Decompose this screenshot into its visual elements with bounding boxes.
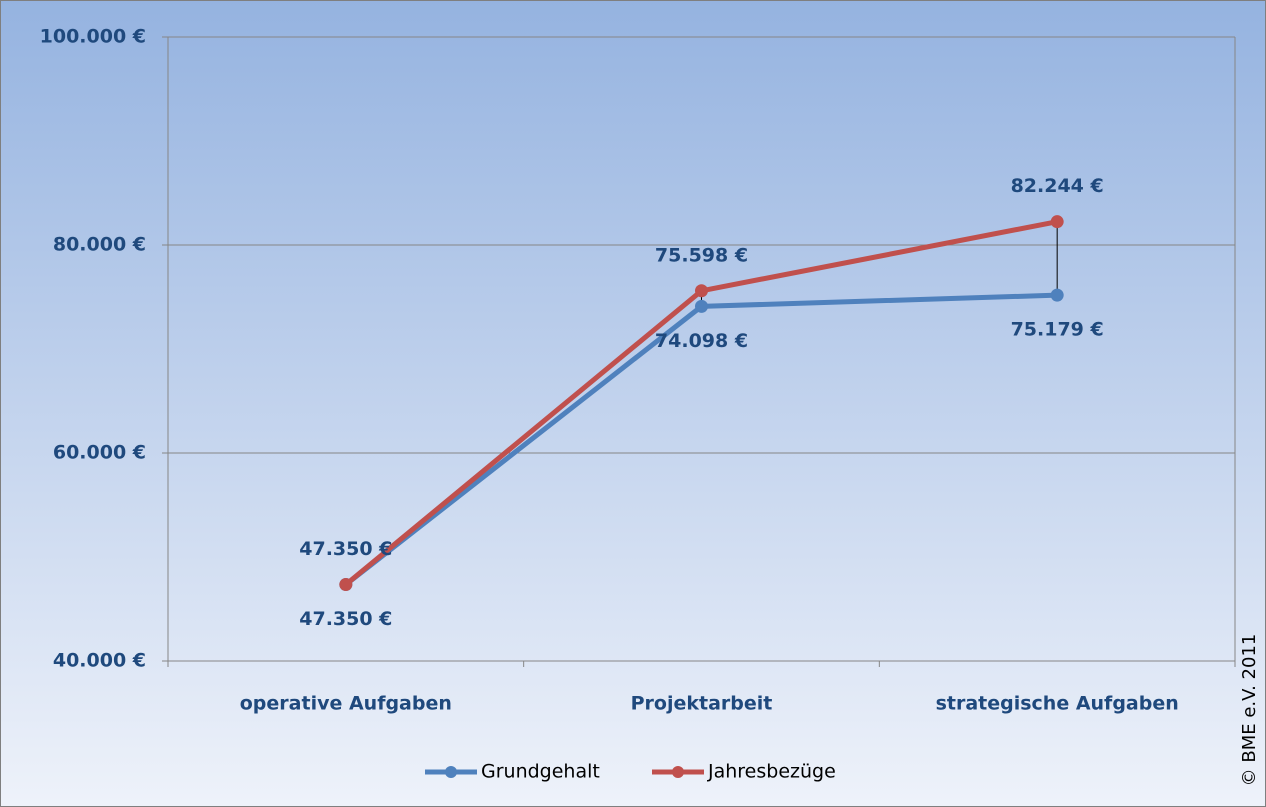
data-point	[1050, 288, 1064, 302]
x-tick-label: strategische Aufgaben	[936, 693, 1179, 715]
data-point	[695, 284, 708, 298]
data-label: 74.098 €	[655, 330, 748, 352]
copyright: © BME e.V. 2011	[1239, 634, 1260, 787]
data-label: 82.244 €	[1011, 175, 1104, 197]
data-point	[1050, 215, 1064, 229]
data-point	[339, 578, 353, 592]
data-label: 47.350 €	[299, 608, 392, 630]
legend-marker	[445, 766, 457, 778]
data-label: 75.179 €	[1011, 319, 1104, 341]
legend-marker	[672, 766, 684, 778]
data-label: 75.598 €	[655, 244, 748, 266]
x-tick-label: operative Aufgaben	[240, 693, 452, 715]
legend-label: Jahresbezüge	[707, 761, 836, 783]
y-tick-label: 40.000 €	[53, 650, 146, 672]
x-tick-label: Projektarbeit	[631, 693, 773, 715]
data-point	[695, 299, 708, 313]
y-tick-label: 100.000 €	[40, 26, 146, 48]
y-tick-label: 60.000 €	[53, 442, 146, 464]
y-tick-label: 80.000 €	[53, 234, 146, 256]
legend-label: Grundgehalt	[481, 761, 600, 783]
data-label: 47.350 €	[299, 538, 392, 560]
